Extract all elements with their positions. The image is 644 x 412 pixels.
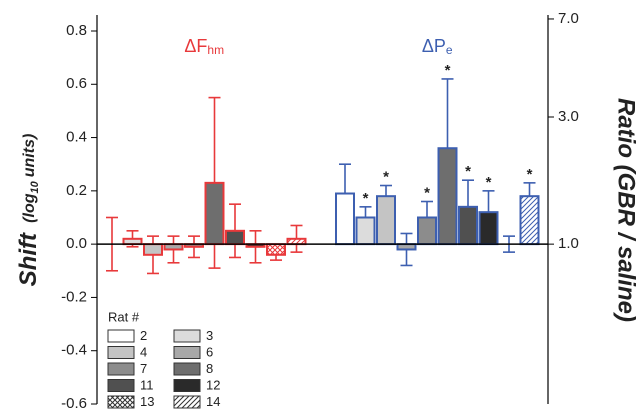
legend-label: 3 <box>206 328 213 343</box>
legend-label: 2 <box>140 328 147 343</box>
significance-label: * <box>465 163 471 180</box>
y-title-unit: (log <box>21 193 38 223</box>
bar <box>122 237 143 246</box>
legend-title: Rat # <box>108 309 140 324</box>
y-tick-label: -0.4 <box>61 342 87 359</box>
bar <box>143 243 163 256</box>
significance-label: * <box>363 190 369 207</box>
group-label: ΔPe <box>422 36 453 57</box>
y-title-sub: 10 <box>29 180 41 193</box>
legend-swatch <box>107 395 135 409</box>
y2-axis-title: Ratio (GBR / saline) <box>613 98 640 322</box>
bar <box>266 243 286 256</box>
y-tick-label: 0.8 <box>66 22 87 39</box>
bar <box>519 195 540 246</box>
y-tick-label: -0.2 <box>61 288 87 305</box>
significance-label: * <box>486 174 492 191</box>
bar <box>417 216 437 246</box>
significance-label: * <box>445 62 451 79</box>
legend-label: 8 <box>206 361 213 376</box>
y-tick-label: 0.0 <box>66 235 87 252</box>
bar <box>376 195 396 246</box>
y2-tick-label: 7.0 <box>558 10 579 27</box>
y2-tick-label: 1.0 <box>558 235 579 252</box>
legend-label: 12 <box>206 377 220 392</box>
bar <box>204 181 225 246</box>
group-label-sub: hm <box>207 43 224 57</box>
legend-label: 14 <box>206 394 220 409</box>
legend-swatch <box>107 362 135 376</box>
legend-label: 13 <box>140 394 154 409</box>
legend-swatch <box>107 379 135 392</box>
legend-label: 4 <box>140 344 147 359</box>
group-label-sub: e <box>446 43 453 57</box>
significance-label: * <box>383 168 389 185</box>
y-tick-label: 0.6 <box>66 75 87 92</box>
significance-label: * <box>527 166 533 183</box>
bar <box>335 192 355 246</box>
bar <box>437 147 458 246</box>
bar <box>225 229 245 246</box>
bar <box>286 237 307 246</box>
y-tick-label: 0.2 <box>66 182 87 199</box>
legend-swatch <box>173 329 201 343</box>
bar <box>458 205 478 246</box>
legend-swatch <box>107 329 135 343</box>
bar <box>478 211 499 246</box>
legend-swatch <box>173 379 201 392</box>
y-tick-label: 0.4 <box>66 129 87 146</box>
y-axis-title: Shift (log10 units) <box>15 134 42 287</box>
y-tick-label: -0.6 <box>61 395 87 412</box>
significance-label: * <box>424 184 430 201</box>
legend-swatch <box>173 362 201 376</box>
y2-tick-label: 3.0 <box>558 108 579 125</box>
legend-label: 11 <box>140 377 154 392</box>
group-label-main: ΔF <box>184 36 207 56</box>
y-title-unit-end: units) <box>21 134 38 178</box>
y-title-main: Shift <box>15 232 42 286</box>
legend-swatch <box>107 346 135 359</box>
group-label: ΔFhm <box>184 36 224 57</box>
group-label-main: ΔP <box>422 36 446 56</box>
legend-swatch <box>173 346 201 359</box>
bar <box>355 216 376 246</box>
legend-label: 7 <box>140 361 147 376</box>
bar <box>396 243 417 251</box>
legend-swatch <box>173 395 201 409</box>
bar <box>163 243 184 251</box>
legend-label: 6 <box>206 344 213 359</box>
